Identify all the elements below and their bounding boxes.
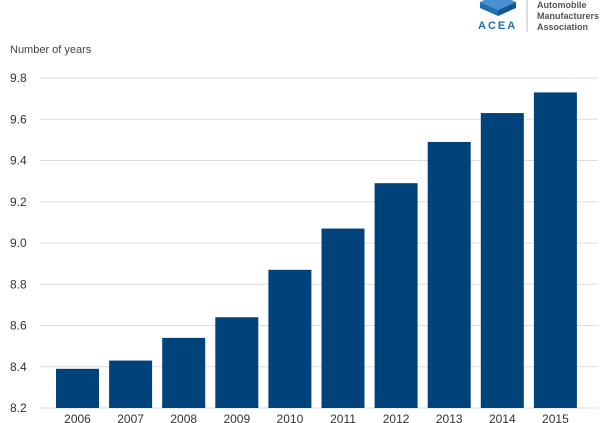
x-tick-label: 2015 (542, 412, 569, 423)
y-tick-label: 8.2 (10, 401, 27, 415)
x-tick-label: 2007 (117, 412, 144, 423)
y-tick-label: 8.8 (10, 277, 27, 291)
y-tick-label: 8.6 (10, 319, 27, 333)
logo-name-line-2: Manufacturers (537, 11, 599, 21)
x-tick-label: 2012 (383, 412, 410, 423)
acea-logo-mark (480, 0, 516, 16)
acea-logo: ACEA Automobile Manufacturers Associatio… (478, 0, 599, 32)
bar-2008 (162, 337, 206, 408)
x-tick-label: 2014 (489, 412, 516, 423)
bar-2014 (480, 113, 524, 408)
y-tick-label: 9.4 (10, 154, 27, 168)
x-tick-label: 2010 (277, 412, 304, 423)
x-tick-label: 2009 (223, 412, 250, 423)
bar-2009 (215, 317, 259, 408)
bar-2007 (109, 360, 153, 408)
y-tick-label: 9.0 (10, 236, 27, 250)
y-tick-label: 9.2 (10, 195, 27, 209)
bar-2010 (268, 269, 312, 408)
logo-name-line-3: Association (537, 22, 588, 32)
x-tick-label: 2008 (170, 412, 197, 423)
bar-2015 (533, 92, 577, 408)
bar-2011 (321, 228, 365, 408)
bars-layer (56, 92, 577, 408)
bar-2012 (374, 183, 418, 408)
y-tick-label: 8.4 (10, 360, 27, 374)
x-tick-label: 2006 (64, 412, 91, 423)
x-tick-label: 2013 (436, 412, 463, 423)
bar-2013 (427, 141, 471, 408)
bar-2006 (56, 368, 99, 408)
y-axis-title: Number of years (10, 44, 92, 56)
logo-acronym: ACEA (478, 20, 517, 32)
y-tick-label: 9.8 (10, 71, 27, 85)
x-tick-labels: 2006 2007 2008 2009 2010 2011 2012 2013 2014 2015 (64, 412, 569, 423)
x-tick-label: 2011 (330, 412, 356, 423)
y-tick-label: 9.6 (10, 112, 27, 126)
logo-name-line-1: Automobile (537, 0, 587, 10)
y-tick-labels: 8.2 8.4 8.6 8.8 9.0 9.2 9.4 9.6 9.8 (10, 71, 27, 415)
